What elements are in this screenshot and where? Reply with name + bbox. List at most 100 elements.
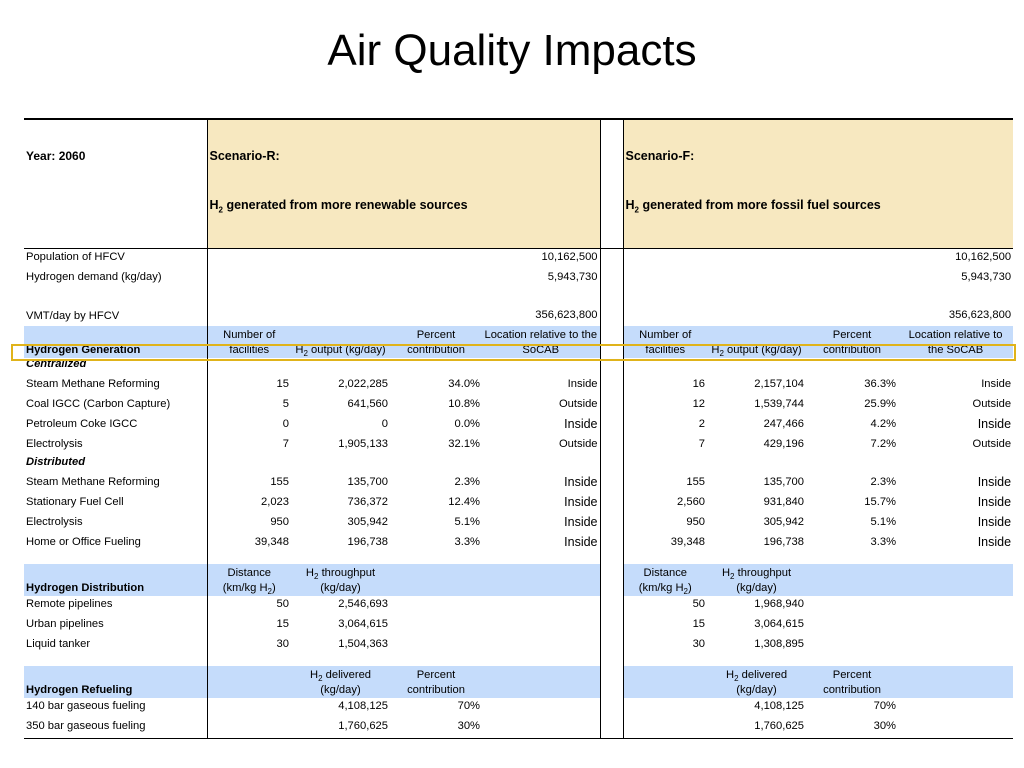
scenario-f-header: Scenario-F: H2 generated from more fossi… xyxy=(623,119,1014,249)
percent-value: 12.4% xyxy=(448,496,480,508)
summary-row: Population of HFCV 10,162,500 10,162,500 xyxy=(24,248,1013,269)
centralized-subheader: Centralized xyxy=(24,358,1013,376)
percent-value: 3.3% xyxy=(454,536,481,548)
throughput-value: 3,064,615 xyxy=(338,618,388,630)
summary-label: Population of HFCV xyxy=(26,251,125,263)
row-label: 350 bar gaseous fueling xyxy=(26,720,146,732)
output-value: 247,466 xyxy=(763,418,805,430)
delivered-value: 1,760,625 xyxy=(754,720,805,732)
col-location: Location relative to the SoCAB xyxy=(898,326,1014,358)
scenario-f-desc: H2 generated from more fossil fuel sourc… xyxy=(625,198,881,215)
facilities-value: 0 xyxy=(206,416,291,436)
output-value: 2,157,104 xyxy=(754,378,805,390)
location-value: Inside xyxy=(564,535,598,549)
header-row: Year: 2060 Scenario-R: H2 generated from… xyxy=(24,119,1014,249)
facilities-value: 950 xyxy=(206,514,291,534)
table-row: Electrolysis 950 305,942 5.1% Inside 950 305,9… xyxy=(24,514,1013,534)
percent-value: 36.3% xyxy=(864,378,897,390)
row-label: Remote pipelines xyxy=(26,598,113,610)
highlight-box xyxy=(11,344,1016,361)
table-row: Liquid tanker 30 1,504,363 30 1,308,895 xyxy=(24,636,1013,656)
percent-value: 5.1% xyxy=(870,516,897,528)
output-value: 305,942 xyxy=(763,516,805,528)
row-label: Home or Office Fueling xyxy=(26,536,141,548)
col-distance: Distance (km/kg H2) xyxy=(623,564,708,596)
air-quality-table: Year: 2060 Scenario-R: H2 generated from… xyxy=(24,118,1014,739)
distributed-subheader: Distributed xyxy=(24,456,1013,474)
row-label: Petroleum Coke IGCC xyxy=(26,418,138,430)
row-label: 140 bar gaseous fueling xyxy=(26,700,146,712)
section-label: Hydrogen Generation xyxy=(24,326,207,358)
output-value: 1,539,744 xyxy=(754,398,805,410)
table-row: Petroleum Coke IGCC 0 0 0.0% Inside 2 247,466 4… xyxy=(24,416,1013,436)
percent-value: 0.0% xyxy=(454,418,481,430)
location-value: Outside xyxy=(972,398,1012,410)
throughput-value: 1,308,895 xyxy=(754,638,805,650)
location-value: Inside xyxy=(977,475,1012,489)
facilities-value: 16 xyxy=(692,378,706,390)
summary-row: VMT/day by HFCV 356,623,800 356,623,800 xyxy=(24,289,1013,326)
percent-value: 34.0% xyxy=(448,378,480,390)
scenario-f-name: Scenario-F: xyxy=(625,149,695,163)
facilities-value: 7 xyxy=(206,436,291,456)
row-label: Coal IGCC (Carbon Capture) xyxy=(26,398,171,410)
delivered-value: 4,108,125 xyxy=(338,700,388,712)
location-value: Outside xyxy=(558,438,598,450)
col-delivered: H2 delivered (kg/day) xyxy=(291,666,390,698)
summary-r-value: 10,162,500 xyxy=(206,248,601,269)
percent-value: 70% xyxy=(873,700,897,712)
percent-value: 5.1% xyxy=(454,516,481,528)
facilities-value: 2 xyxy=(698,418,706,430)
scenario-r-desc: H2 generated from more renewable sources xyxy=(209,198,468,215)
location-value: Inside xyxy=(977,417,1012,431)
distance-value: 15 xyxy=(692,618,706,630)
facilities-value: 950 xyxy=(686,516,706,528)
col-output: H2 output (kg/day) xyxy=(707,326,807,358)
facilities-value: 15 xyxy=(206,376,291,396)
output-value: 135,700 xyxy=(347,476,388,488)
facilities-value: 39,348 xyxy=(206,534,291,554)
location-value: Inside xyxy=(981,378,1012,390)
location-value: Inside xyxy=(977,535,1012,549)
facilities-value: 39,348 xyxy=(670,536,706,548)
page-title: Air Quality Impacts xyxy=(327,26,697,75)
distribution-header: Hydrogen Distribution Distance (km/kg H2… xyxy=(24,564,1014,596)
row-label: Electrolysis xyxy=(26,516,83,528)
table-row: Home or Office Fueling 39,348 196,738 3.3% I… xyxy=(24,534,1013,554)
table-row: Remote pipelines 50 2,546,693 50 1,968,940 xyxy=(24,596,1013,616)
summary-f-value: 5,943,730 xyxy=(961,271,1012,283)
col-percent: Percent contribution xyxy=(390,666,482,698)
summary-r-value: 356,623,800 xyxy=(206,289,601,326)
percent-value: 2.3% xyxy=(870,476,897,488)
output-value: 736,372 xyxy=(347,496,388,508)
scenario-r-name: Scenario-R: xyxy=(209,149,280,163)
location-value: Inside xyxy=(564,515,598,529)
col-output: H2 output (kg/day) xyxy=(291,326,390,358)
distance-value: 30 xyxy=(206,636,291,656)
output-value: 641,560 xyxy=(347,398,388,410)
location-value: Inside xyxy=(977,515,1012,529)
percent-value: 70% xyxy=(457,700,480,712)
location-value: Inside xyxy=(977,495,1012,509)
output-value: 196,738 xyxy=(763,536,805,548)
col-facilities: Number of facilities xyxy=(206,326,291,358)
throughput-value: 1,968,940 xyxy=(754,598,805,610)
col-percent: Percent contribution xyxy=(806,666,899,698)
centralized-rows: Steam Methane Reforming 15 2,022,285 34.0% I… xyxy=(24,376,1013,456)
col-throughput: H2 throughput (kg/day) xyxy=(291,564,390,596)
col-percent: Percent contribution xyxy=(390,326,482,358)
table-row: Steam Methane Reforming 155 135,700 2.3% Ins… xyxy=(24,474,1013,494)
percent-value: 32.1% xyxy=(448,438,480,450)
col-percent: Percent contribution xyxy=(806,326,899,358)
distance-value: 30 xyxy=(692,638,706,650)
table-row: Stationary Fuel Cell 2,023 736,372 12.4% Ins… xyxy=(24,494,1013,514)
summary-row: Hydrogen demand (kg/day) 5,943,730 5,943… xyxy=(24,269,1013,289)
percent-value: 2.3% xyxy=(454,476,481,488)
output-value: 305,942 xyxy=(347,516,388,528)
percent-value: 3.3% xyxy=(870,536,897,548)
percent-value: 30% xyxy=(457,720,480,732)
refueling-rows: 140 bar gaseous fueling 4,108,125 70% 4,108… xyxy=(24,698,1014,739)
col-throughput: H2 throughput (kg/day) xyxy=(707,564,807,596)
summary-label: VMT/day by HFCV xyxy=(26,310,120,322)
table-row: 140 bar gaseous fueling 4,108,125 70% 4,108… xyxy=(24,698,1013,718)
